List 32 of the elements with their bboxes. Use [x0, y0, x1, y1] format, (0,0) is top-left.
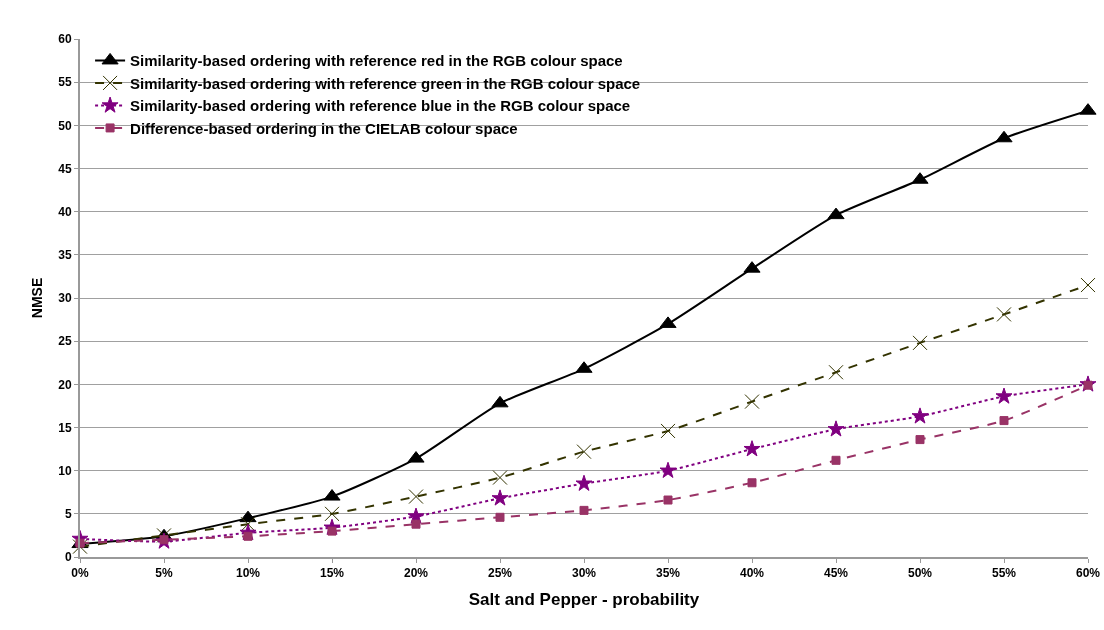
x-tick-label: 40%: [739, 566, 765, 581]
x-tick-label: 45%: [823, 566, 849, 581]
y-tick-label: 15: [58, 420, 72, 435]
y-tick-label: 10: [58, 463, 72, 478]
y-tick-label: 5: [64, 507, 72, 522]
y-tick-label: 40: [58, 204, 72, 219]
x-tick-label: 20%: [403, 566, 429, 581]
y-tick-label: 30: [58, 291, 72, 306]
y-tick-label: 50: [58, 118, 72, 133]
x-tick-label: 35%: [655, 566, 681, 581]
legend-label: Similarity-based ordering with reference green in the RGB colour space: [130, 74, 641, 92]
x-tick-label: 0%: [71, 566, 89, 581]
x-tick-label: 50%: [907, 566, 933, 581]
y-axis-title: NMSE: [29, 277, 46, 319]
x-tick-label: 15%: [319, 566, 345, 581]
x-tick-label: 60%: [1075, 566, 1101, 581]
x-tick-label: 25%: [487, 566, 513, 581]
y-tick-label: 55: [58, 75, 72, 90]
legend-label: Difference-based ordering in the CIELAB colour space: [130, 119, 518, 137]
x-tick-label: 30%: [571, 566, 597, 581]
x-tick-label: 55%: [991, 566, 1017, 581]
y-tick-label: 60: [58, 32, 72, 47]
y-tick-label: 35: [58, 248, 72, 263]
y-tick-label: 20: [58, 377, 72, 392]
x-tick-label: 10%: [235, 566, 261, 581]
legend-label: Similarity-based ordering with reference blue in the RGB colour space: [130, 97, 631, 115]
x-tick-label: 5%: [155, 566, 173, 581]
y-tick-label: 45: [58, 161, 72, 176]
y-tick-label: 25: [58, 334, 72, 349]
legend-label: Similarity-based ordering with reference red in the RGB colour space: [130, 52, 623, 70]
x-axis-title: Salt and Pepper - probability: [468, 590, 700, 610]
y-tick-label: 0: [64, 550, 72, 565]
